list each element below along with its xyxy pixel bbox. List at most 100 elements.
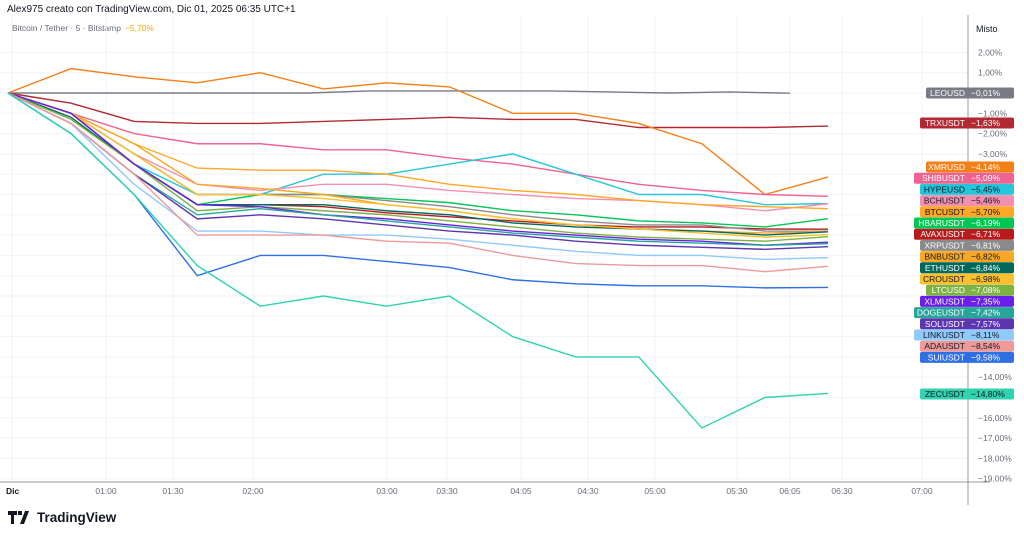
series-label-zecusdt[interactable]: ZECUSDT −14,80%	[920, 388, 1014, 400]
series-line-leousd[interactable]	[8, 90, 791, 94]
series-name: LEOUSD	[930, 88, 965, 98]
series-line-btcusdt[interactable]	[7, 92, 829, 210]
x-tick-label: 04:30	[577, 486, 599, 496]
series-label-bg	[920, 183, 1014, 195]
series-change: −5,46%	[971, 196, 1001, 206]
series-name: LINKUSDT	[923, 330, 965, 340]
series-name: ZECUSDT	[925, 389, 965, 399]
series-label-bg	[926, 87, 1014, 99]
series-line-adausdt[interactable]	[7, 92, 829, 273]
series-name: AVAXUSDT	[920, 229, 965, 239]
series-line-shibusdt[interactable]	[7, 92, 829, 198]
series-label-bg	[920, 195, 1014, 207]
series-label-ethusdt[interactable]: ETHUSDT −6,84%	[920, 262, 1014, 274]
series-name: HBARUSDT	[918, 218, 965, 228]
series-name: SHIBUSDT	[922, 173, 965, 183]
series-change: −8,54%	[971, 341, 1001, 351]
y-tick-label: 1,00%	[978, 68, 1003, 78]
series-label-ltcusd[interactable]: LTCUSD −7,08%	[926, 284, 1014, 296]
series-name: SOLUSDT	[925, 319, 965, 329]
series-change: −6,71%	[971, 229, 1001, 239]
series-label-bg	[926, 284, 1014, 296]
series-name: XRPUSDT	[924, 240, 965, 250]
series-label-suiusdt[interactable]: SUIUSDT −9,58%	[920, 351, 1014, 363]
series-label-bg	[920, 251, 1014, 263]
series-label-leousd[interactable]: LEOUSD −0,01%	[926, 87, 1014, 99]
series-change: −7,42%	[971, 308, 1001, 318]
x-tick-label: 05:00	[644, 486, 666, 496]
series-label-hbarusdt[interactable]: HBARUSDT −6,19%	[914, 217, 1014, 229]
series-line-solusdt[interactable]	[7, 92, 829, 251]
y-tick-label: −3,00%	[978, 149, 1008, 159]
series-line-ltcusd[interactable]	[7, 92, 829, 242]
y-tick-label: −2,00%	[978, 129, 1008, 139]
series-line-ethusdt[interactable]	[7, 92, 829, 236]
series-label-bg	[926, 161, 1014, 173]
series-label-bg	[914, 172, 1014, 184]
y-tick-label: −1,00%	[978, 108, 1008, 118]
logo-text: TradingView	[37, 510, 117, 525]
series-label-bg	[920, 262, 1014, 274]
series-label-solusdt[interactable]: SOLUSDT −7,57%	[920, 318, 1014, 330]
series-name: LTCUSD	[932, 285, 965, 295]
series-label-bg	[914, 217, 1014, 229]
y-tick-label: −17,00%	[978, 433, 1012, 443]
series-label-crousdt[interactable]: CROUSDT −6,98%	[920, 273, 1014, 285]
series-label-trxusdt[interactable]: TRXUSDT −1,63%	[920, 117, 1014, 129]
series-change: −5,09%	[971, 173, 1001, 183]
x-tick-label: 03:30	[436, 486, 458, 496]
symbol-change: −5,70%	[124, 23, 155, 33]
series-label-bg	[914, 228, 1014, 240]
series-change: −1,63%	[971, 118, 1001, 128]
x-tick-label: 02:00	[242, 486, 264, 496]
series-label-hypeusd[interactable]: HYPEUSD −5,45%	[920, 183, 1014, 195]
series-change: −5,45%	[971, 184, 1001, 194]
series-label-btcusdt[interactable]: BTCUSDT −5,70%	[920, 206, 1014, 218]
series-label-bg	[914, 307, 1014, 319]
x-tick-label: Dic	[6, 486, 20, 496]
tradingview-logo-icon	[8, 511, 29, 524]
series-name: DOGEUSDT	[917, 308, 965, 318]
series-name: BTCUSDT	[925, 207, 965, 217]
symbol-name: Bitcoin / Tether · 5 · Bitstamp	[12, 23, 121, 33]
series-label-dogeusdt[interactable]: DOGEUSDT −7,42%	[914, 307, 1014, 319]
series-label-bg	[920, 117, 1014, 129]
series-line-hypeusd[interactable]	[7, 92, 829, 206]
series-name: ETHUSDT	[925, 263, 965, 273]
series-line-linkusdt[interactable]	[7, 92, 829, 261]
series-line-xmrusd[interactable]	[7, 67, 829, 196]
series-change: −6,84%	[971, 263, 1001, 273]
series-label-adausdt[interactable]: ADAUSDT −8,54%	[920, 340, 1014, 352]
series-line-trxusdt[interactable]	[7, 92, 829, 129]
series-label-bnbusdt[interactable]: BNBUSDT −6,82%	[920, 251, 1014, 263]
comparison-chart[interactable]: Misto 2,00% 1,00% −1,00% −2,00% −3,00% −14,00%…	[0, 0, 1024, 505]
scale-mode-label[interactable]: Misto	[976, 24, 998, 34]
series-label-xmrusd[interactable]: XMRUSD −4,14%	[926, 161, 1014, 173]
series-line-xlmusdt[interactable]	[7, 92, 829, 246]
series-label-shibusdt[interactable]: SHIBUSDT −5,09%	[914, 172, 1014, 184]
y-tick-label: −19,00%	[978, 474, 1012, 484]
series-label-bg	[920, 388, 1014, 400]
series-label-bg	[920, 318, 1014, 330]
series-label-bg	[914, 329, 1014, 341]
chart-header-title: Alex975 creato con TradingView.com, Dic …	[7, 4, 296, 15]
series-label-linkusdt[interactable]: LINKUSDT −8,11%	[914, 329, 1014, 341]
series-line-suiusdt[interactable]	[7, 92, 829, 289]
series-change: −7,35%	[971, 296, 1001, 306]
series-line-zecusdt[interactable]	[7, 92, 829, 429]
series-label-bchusdt[interactable]: BCHUSDT −5,46%	[920, 195, 1014, 207]
x-tick-label: 05:30	[726, 486, 748, 496]
series-label-avaxusdt[interactable]: AVAXUSDT −6,71%	[914, 228, 1014, 240]
series-label-bg	[920, 206, 1014, 218]
series-name: XLMUSDT	[924, 296, 965, 306]
series-line-crousdt[interactable]	[7, 92, 829, 238]
y-tick-label: −14,00%	[978, 372, 1012, 382]
series-label-xrpusdt[interactable]: XRPUSDT −6,81%	[920, 239, 1014, 251]
series-change: −9,58%	[971, 352, 1001, 362]
symbol-legend[interactable]: Bitcoin / Tether · 5 · Bitstamp −5,70%	[12, 23, 154, 33]
x-tick-label: 06:30	[831, 486, 853, 496]
series-change: −6,82%	[971, 252, 1001, 262]
tradingview-logo: TradingView	[8, 510, 116, 525]
series-line-bnbusdt[interactable]	[7, 92, 829, 234]
series-label-xlmusdt[interactable]: XLMUSDT −7,35%	[920, 295, 1014, 307]
